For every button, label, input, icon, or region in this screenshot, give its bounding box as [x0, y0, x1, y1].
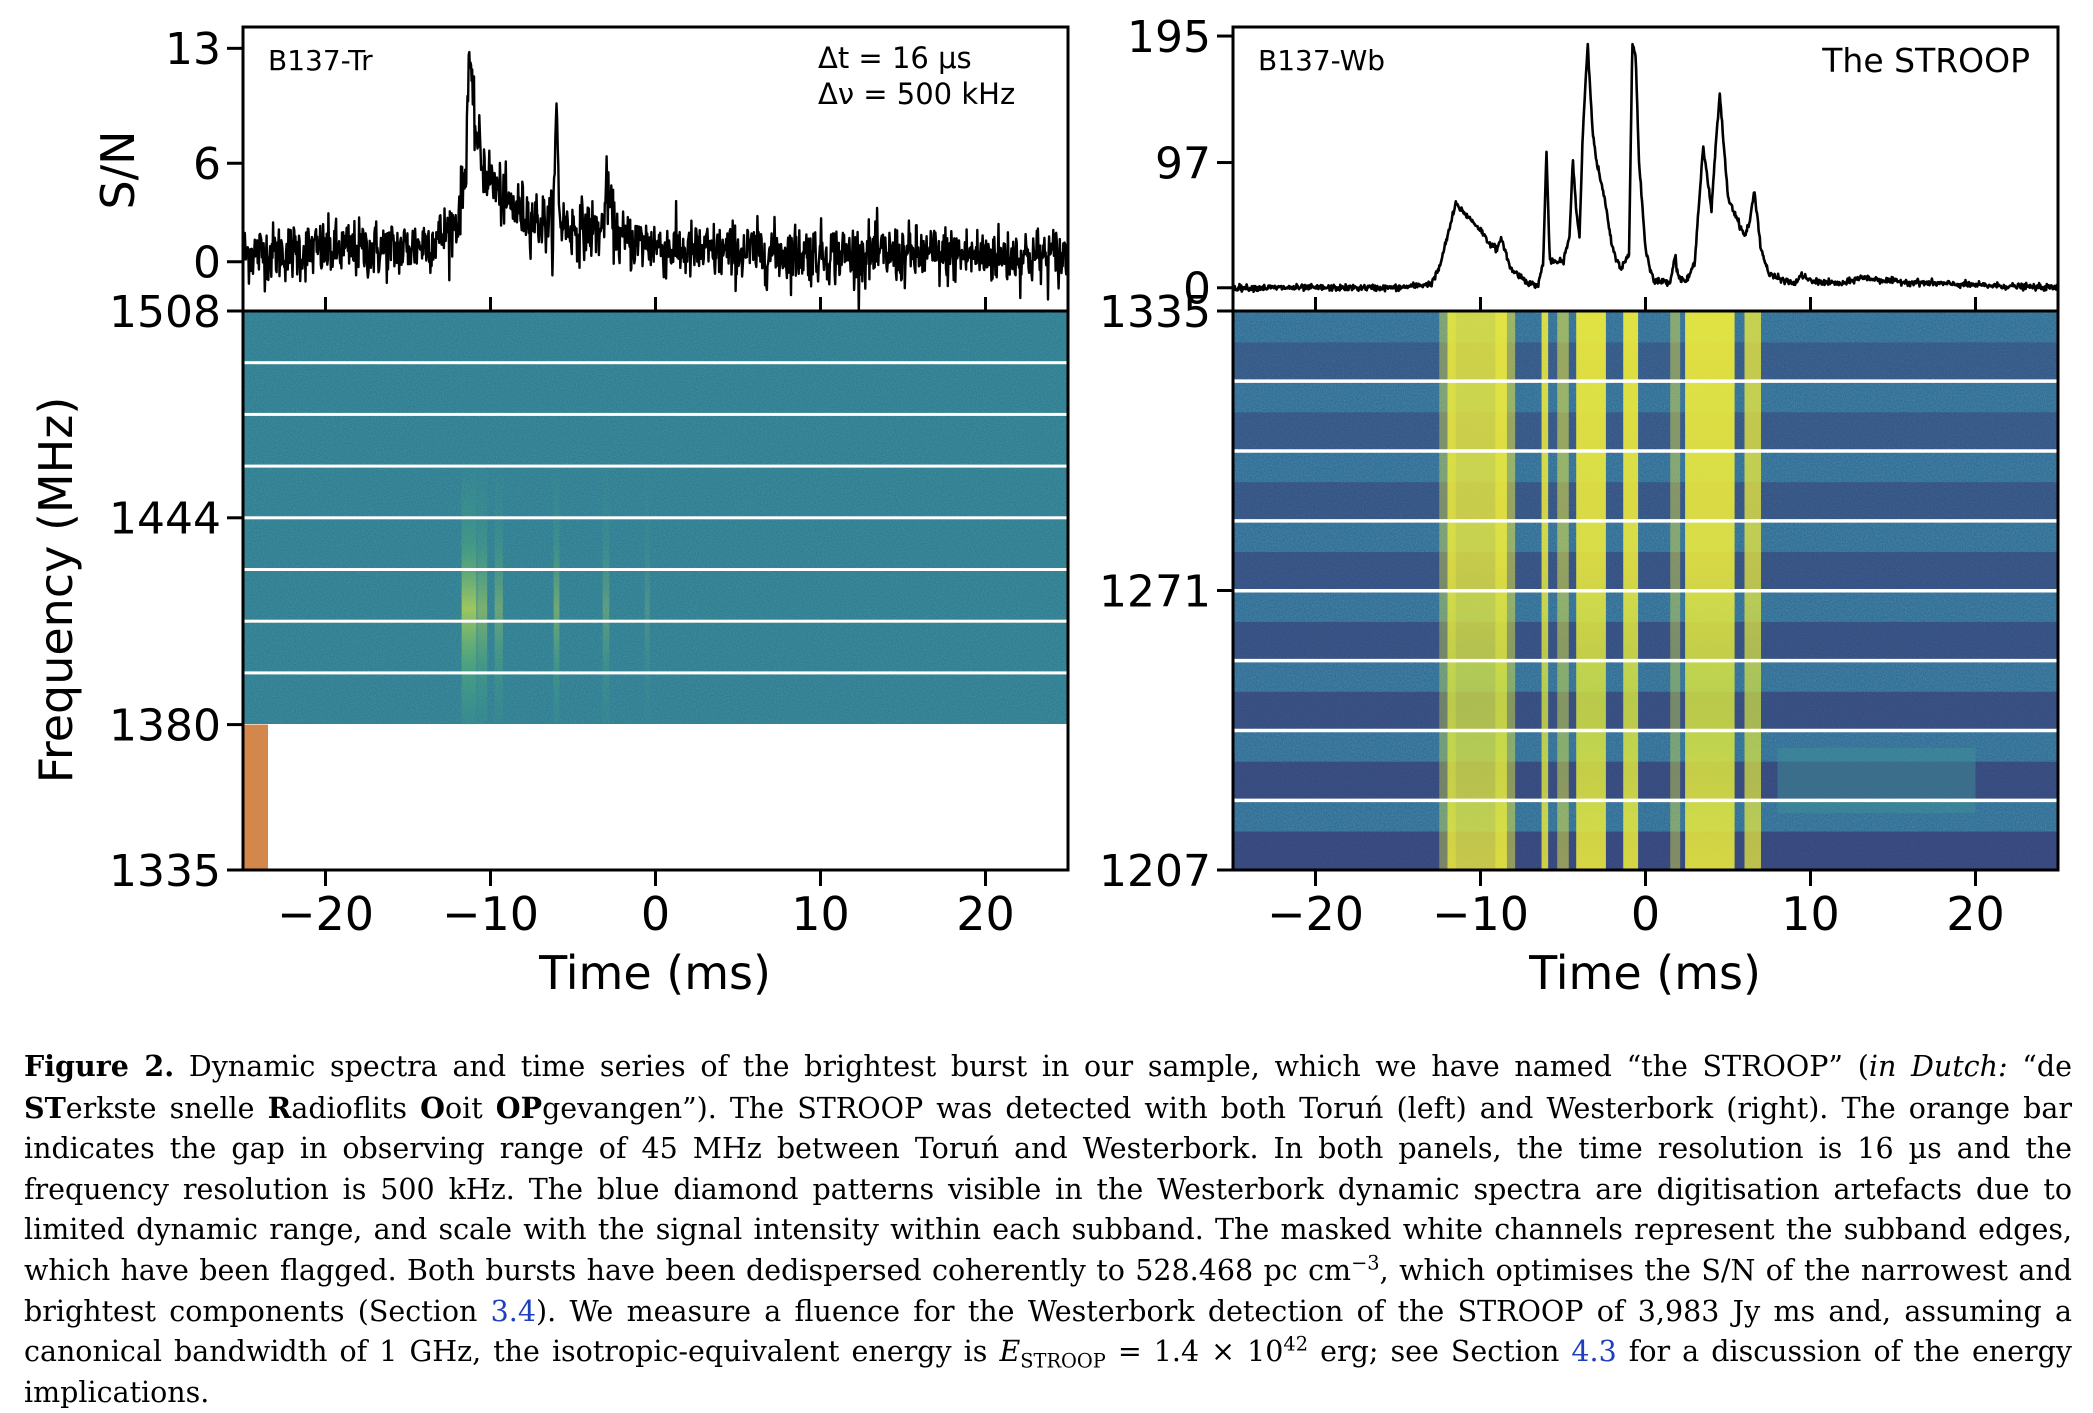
subband-edge-mask	[1233, 798, 2058, 803]
figure-2: B137-Tr Δt = 16 μs Δν = 500 kHz S/N 13 6 0…	[29, 12, 2060, 1000]
left-no-data-region	[243, 724, 1068, 870]
section-3-4-link[interactable]: 3.4	[490, 1294, 536, 1328]
stroop-title: The STROOP	[1821, 41, 2030, 80]
right-dark-bands	[1233, 342, 2058, 870]
x-tick-label: 10	[791, 887, 850, 941]
left-timeseries-panel: B137-Tr Δt = 16 μs Δν = 500 kHz S/N 13 6 0	[91, 24, 1070, 327]
y-tick-label: 13	[165, 24, 221, 75]
subband-edge-mask	[243, 464, 1068, 468]
x-tick-label: 10	[1781, 887, 1840, 941]
frequency-gap-bar	[243, 724, 268, 870]
frequency-axis-label: Frequency (MHz)	[29, 397, 83, 784]
right-timeseries-line	[1233, 42, 2058, 294]
diamond-artefact-band	[1233, 552, 2058, 591]
right-spectrum-x-ticks: −20 −10 0 10 20	[1267, 870, 2005, 941]
subband-edge-mask	[1233, 658, 2058, 663]
x-tick-label: 20	[956, 887, 1015, 941]
diamond-artefact-band	[1233, 412, 2058, 451]
y-tick-label: 6	[193, 139, 221, 190]
subband-edge-mask	[243, 516, 1068, 520]
left-spectrum-y-ticks: 1508 1444 1380 1335	[109, 287, 243, 897]
right-dynamic-spectrum-panel: Time (ms) 1335 1271 1207 −20 −10 0 10 20	[1099, 287, 2060, 1000]
left-spectrum-x-ticks: −20 −10 0 10 20	[277, 870, 1015, 941]
y-tick-label: 97	[1155, 138, 1211, 189]
sn-axis-label: S/N	[91, 130, 145, 209]
right-subband-masks	[1233, 379, 2058, 803]
subband-edge-mask	[1233, 728, 2058, 733]
burst-streak	[602, 466, 610, 725]
burst-streak	[553, 466, 560, 725]
left-subband-masks	[243, 361, 1068, 675]
y-tick-label: 0	[1183, 264, 1211, 315]
time-resolution-label: Δt = 16 μs	[818, 41, 972, 75]
right-timeseries-panel: B137-Wb The STROOP 195 97 0	[1127, 12, 2060, 327]
left-timeseries-y-ticks: 13 6 0	[165, 24, 243, 289]
right-spectrum-y-ticks: 1335 1271 1207	[1099, 287, 1233, 897]
y-tick-label: 1271	[1099, 566, 1211, 617]
subband-edge-mask	[243, 567, 1068, 571]
y-tick-label: 1444	[109, 494, 221, 545]
y-tick-label: 1380	[109, 700, 221, 751]
subband-edge-mask	[243, 361, 1068, 365]
section-4-3-link[interactable]: 4.3	[1571, 1335, 1617, 1369]
right-timeseries-y-ticks: 195 97 0	[1127, 12, 1233, 315]
left-time-axis-label: Time (ms)	[538, 946, 771, 1000]
subband-edge-mask	[1233, 379, 2058, 383]
diamond-artefact-band	[1233, 831, 2058, 870]
left-timeseries-line	[243, 50, 1068, 311]
x-tick-label: 0	[641, 887, 670, 941]
y-tick-label: 195	[1127, 12, 1211, 63]
x-tick-label: −20	[277, 887, 374, 941]
subband-edge-mask	[243, 671, 1068, 675]
y-tick-label: 1207	[1099, 846, 1211, 897]
burst-streak	[461, 466, 477, 725]
x-tick-label: −10	[442, 887, 539, 941]
y-tick-label: 0	[193, 238, 221, 289]
burst-streak	[477, 466, 488, 725]
burst-streak	[644, 466, 650, 725]
figure-caption: Figure 2. Dynamic spectra and time serie…	[24, 1049, 2073, 1409]
x-tick-label: −20	[1267, 887, 1364, 941]
subband-edge-mask	[1233, 519, 2058, 523]
x-tick-label: 20	[1946, 887, 2005, 941]
left-panel-label: B137-Tr	[268, 44, 373, 77]
caption-label: Figure 2.	[24, 1049, 175, 1083]
subband-edge-mask	[243, 412, 1068, 416]
subband-edge-mask	[1233, 449, 2058, 453]
left-dynamic-spectrum-panel: Frequency (MHz) Time (ms) 1508 1444 1380 13…	[29, 287, 1070, 1000]
right-panel-label: B137-Wb	[1258, 44, 1385, 77]
diamond-artefact-band	[1233, 691, 2058, 731]
diamond-artefact-band	[1233, 482, 2058, 521]
x-tick-label: 0	[1631, 887, 1660, 941]
subband-edge-mask	[243, 619, 1068, 623]
y-tick-label: 1335	[109, 846, 221, 897]
burst-streak	[494, 466, 503, 725]
freq-resolution-label: Δν = 500 kHz	[818, 77, 1015, 111]
y-tick-label: 1335	[1099, 287, 1211, 338]
left-burst-emission	[461, 466, 650, 725]
y-tick-label: 1508	[109, 287, 221, 338]
right-time-axis-label: Time (ms)	[1528, 946, 1761, 1000]
diamond-artefact-band	[1233, 621, 2058, 661]
diamond-artefact-band	[1233, 342, 2058, 381]
x-tick-label: −10	[1432, 887, 1529, 941]
subband-edge-mask	[1233, 589, 2058, 593]
trailing-emission	[1777, 747, 1976, 814]
